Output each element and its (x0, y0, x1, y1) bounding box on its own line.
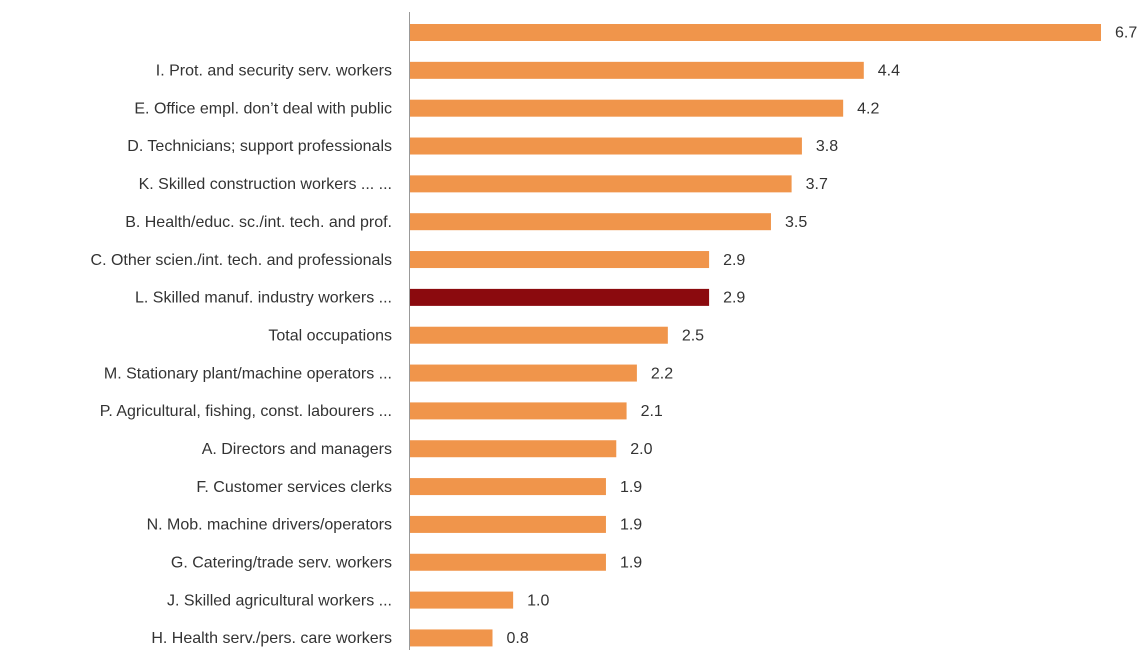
category-label: N. Mob. machine drivers/operators (147, 517, 392, 534)
bar (410, 251, 710, 269)
category-label: A. Directors and managers (202, 441, 392, 458)
category-label: C. Other scien./int. tech. and professio… (91, 252, 392, 269)
value-label: 3.7 (806, 176, 828, 193)
value-label: 0.8 (507, 630, 529, 647)
bar (410, 61, 864, 79)
bar (410, 326, 668, 344)
category-label: M. Stationary plant/machine operators ..… (104, 365, 392, 382)
bar (410, 24, 1101, 41)
value-label: 4.2 (857, 100, 879, 117)
value-label: 2.2 (651, 365, 673, 382)
value-label: 2.5 (682, 327, 704, 344)
category-label: D. Technicians; support professionals (127, 138, 392, 155)
value-label: 6.7 (1115, 25, 1137, 42)
bar (410, 553, 606, 571)
value-label: 3.5 (785, 214, 807, 231)
value-label: 1.9 (620, 479, 642, 496)
category-label: E. Office empl. don’t deal with public (134, 100, 392, 117)
bar (410, 99, 844, 117)
category-label: K. Skilled construction workers ... ... (139, 176, 392, 193)
value-label: 2.1 (641, 403, 663, 420)
value-label: 4.4 (878, 63, 900, 80)
bar (410, 288, 710, 306)
bar (410, 591, 514, 609)
bar (410, 440, 617, 458)
bar (410, 402, 627, 420)
category-label: P. Agricultural, fishing, const. laboure… (100, 403, 392, 420)
value-label: 2.9 (723, 290, 745, 307)
category-label: L. Skilled manuf. industry workers ... (135, 290, 392, 307)
value-label: 1.9 (620, 554, 642, 571)
bar (410, 478, 606, 496)
value-label: 3.8 (816, 138, 838, 155)
bar (410, 213, 771, 231)
category-label: Total occupations (268, 327, 392, 344)
category-label: B. Health/educ. sc./int. tech. and prof. (125, 214, 392, 231)
value-label: 1.9 (620, 517, 642, 534)
value-label: 1.0 (527, 592, 549, 609)
bar (410, 364, 637, 382)
category-label: H. Health serv./pers. care workers (151, 630, 392, 647)
bar (410, 515, 606, 533)
category-label: I. Prot. and security serv. workers (156, 63, 392, 80)
value-label: 2.0 (630, 441, 652, 458)
bar (410, 137, 802, 155)
bar (410, 175, 792, 193)
bar (410, 629, 493, 647)
category-label: G. Catering/trade serv. workers (171, 554, 392, 571)
category-label: F. Customer services clerks (196, 479, 392, 496)
value-label: 2.9 (723, 252, 745, 269)
category-label: J. Skilled agricultural workers ... (167, 592, 392, 609)
